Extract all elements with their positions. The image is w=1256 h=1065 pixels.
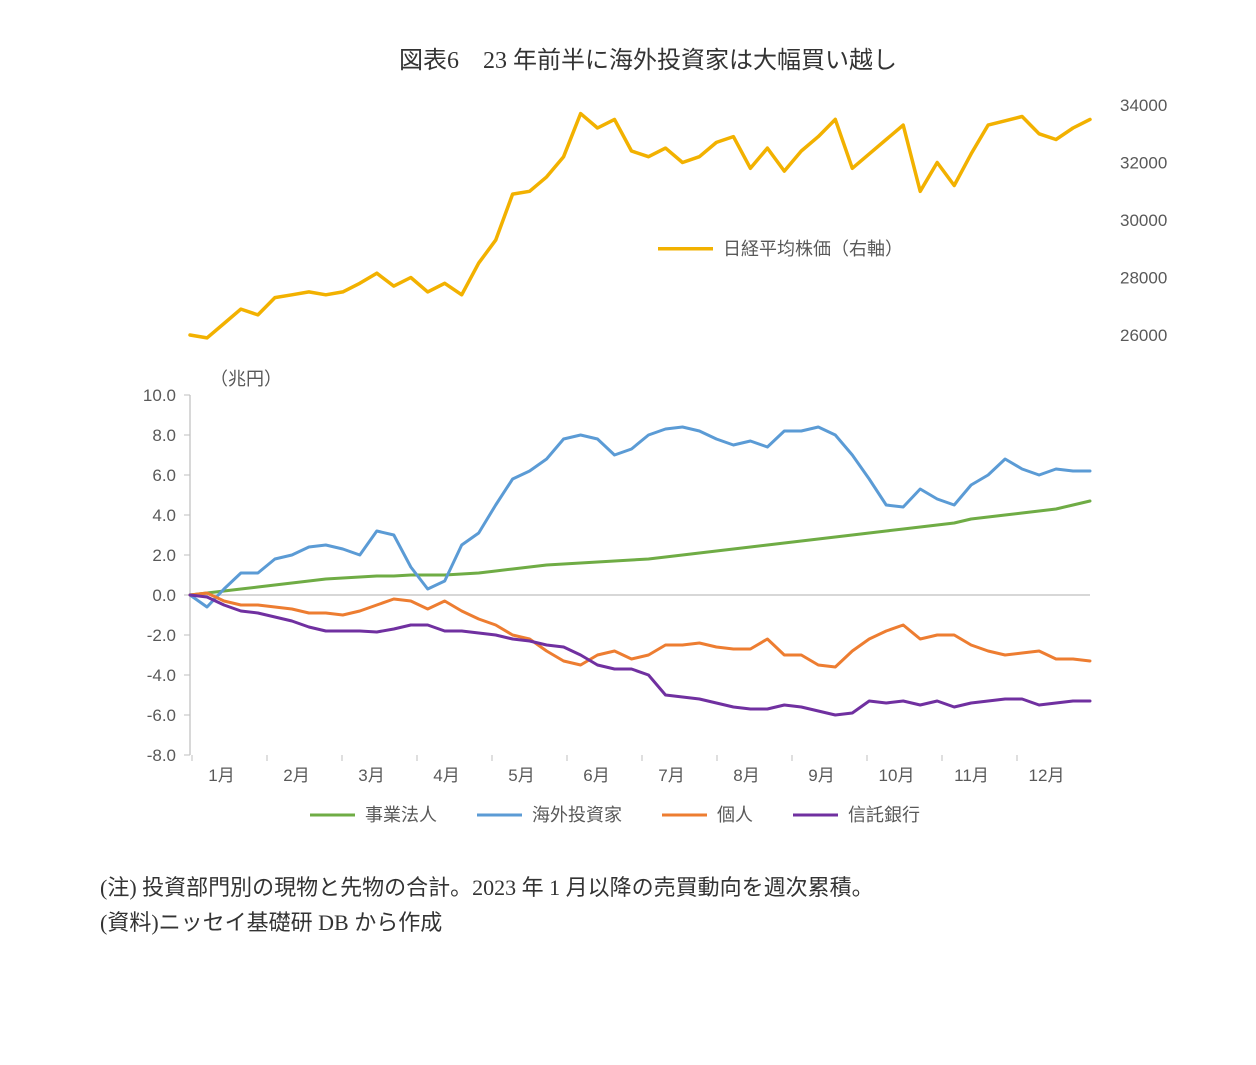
- bottom-ytick-label: 0.0: [152, 586, 176, 605]
- footnote-line-2: (資料)ニッセイ基礎研 DB から作成: [100, 905, 1236, 940]
- top-ytick-label: 34000: [1120, 96, 1167, 115]
- investor-flow-chart: （兆円） -8.0 -6.0 -4.0 -2.0 0.0 2.0 4.0 6.0 8.0 10.0 1…: [60, 355, 1200, 835]
- bottom-xtick-label: 7月: [658, 766, 684, 785]
- footnote-line-1: (注) 投資部門別の現物と先物の合計。2023 年 1 月以降の売買動向を週次累…: [100, 870, 1236, 905]
- page-root: 図表6 23 年前半に海外投資家は大幅買い越し 26000 28000 30000 3…: [20, 20, 1256, 970]
- bottom-xtick-label: 10月: [879, 766, 915, 785]
- bottom-xtick-label: 2月: [283, 766, 309, 785]
- bottom-xtick-label: 5月: [508, 766, 534, 785]
- bottom-xtick-label: 12月: [1029, 766, 1065, 785]
- bottom-ytick-label: -2.0: [147, 626, 176, 645]
- business-line: [190, 501, 1090, 595]
- bottom-ytick-label: 6.0: [152, 466, 176, 485]
- bottom-unit-label: （兆円）: [210, 369, 282, 389]
- chart-stack: 2600028000300003200034000（円）日経平均株価（右軸） （…: [60, 95, 1236, 835]
- bottom-xtick-label: 4月: [433, 766, 459, 785]
- bottom-ytick-label: 10.0: [143, 386, 176, 405]
- trust-legend-label: 信託銀行: [848, 805, 920, 825]
- bottom-ytick-label: -8.0: [147, 746, 176, 765]
- bottom-xtick-label: 6月: [583, 766, 609, 785]
- bottom-ytick-label: -6.0: [147, 706, 176, 725]
- bottom-ytick-label: 8.0: [152, 426, 176, 445]
- bottom-ytick-label: 2.0: [152, 546, 176, 565]
- top-ytick-label: 26000: [1120, 326, 1167, 345]
- bottom-xtick-label: 11月: [954, 766, 989, 785]
- business-legend-label: 事業法人: [365, 805, 437, 825]
- foreign-legend-label: 海外投資家: [532, 805, 622, 825]
- footnotes: (注) 投資部門別の現物と先物の合計。2023 年 1 月以降の売買動向を週次累…: [100, 870, 1236, 940]
- nikkei-line: [190, 114, 1090, 338]
- bottom-xtick-label: 3月: [358, 766, 384, 785]
- bottom-ytick-label: -4.0: [147, 666, 176, 685]
- top-ytick-label: 32000: [1120, 154, 1167, 173]
- top-ytick-label: 30000: [1120, 211, 1167, 230]
- top-ytick-label: 28000: [1120, 269, 1167, 288]
- chart-title: 図表6 23 年前半に海外投資家は大幅買い越し: [60, 40, 1236, 75]
- bottom-xtick-label: 8月: [733, 766, 759, 785]
- individual-legend-label: 個人: [717, 805, 753, 825]
- nikkei-legend-label: 日経平均株価（右軸）: [723, 239, 903, 259]
- bottom-ytick-label: 4.0: [152, 506, 176, 525]
- bottom-xtick-label: 1月: [208, 766, 234, 785]
- nikkei-chart: 2600028000300003200034000（円）日経平均株価（右軸）: [60, 95, 1200, 355]
- bottom-xtick-label: 9月: [808, 766, 834, 785]
